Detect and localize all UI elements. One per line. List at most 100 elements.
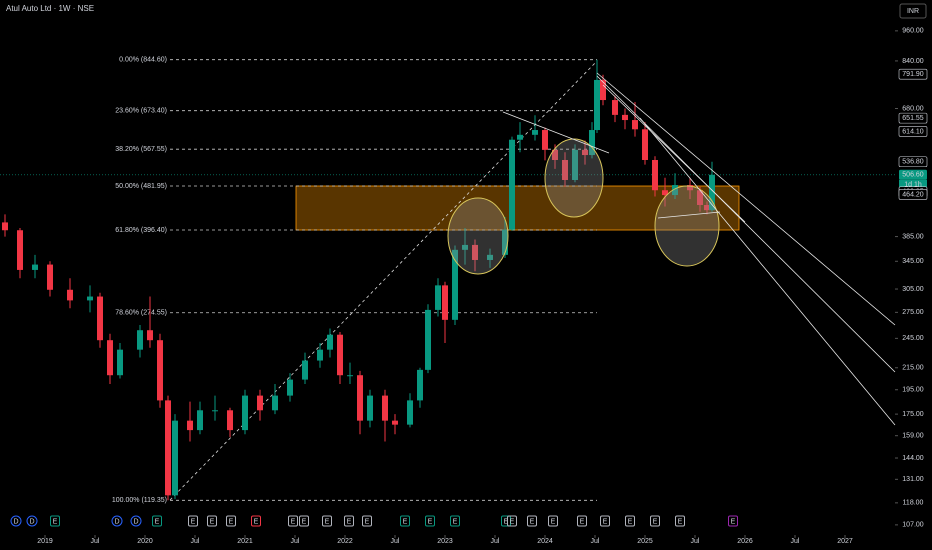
candle-body (1, 222, 8, 231)
y-tick-label: 215.00 (902, 365, 924, 372)
candle-body (157, 340, 163, 401)
x-tick-label: Jul (191, 538, 200, 545)
event-marker[interactable] (450, 515, 460, 527)
event-marker[interactable] (299, 515, 309, 527)
trend-line (596, 72, 896, 326)
event-marker[interactable] (728, 515, 738, 527)
y-tick-label: 275.00 (902, 309, 924, 316)
event-marker[interactable] (111, 515, 123, 527)
y-tick-label: 175.00 (902, 411, 924, 418)
price-label: 536.80 (902, 159, 924, 166)
event-label: E (291, 518, 296, 525)
trend-line (596, 75, 896, 373)
event-label: E (580, 518, 585, 525)
event-marker[interactable] (130, 515, 142, 527)
x-tick-label: Jul (491, 538, 500, 545)
event-marker[interactable] (251, 515, 261, 527)
event-marker[interactable] (207, 515, 217, 527)
candle-body (347, 375, 353, 377)
event-label: E (155, 518, 160, 525)
price-label-box (898, 189, 928, 200)
x-tick-label: Jul (91, 538, 100, 545)
candle-body (594, 79, 600, 131)
candle-body (367, 395, 373, 421)
event-marker[interactable] (188, 515, 198, 527)
fib-label: 61.80% (396.40) (115, 227, 167, 234)
drawings (447, 138, 720, 275)
candle-body (302, 360, 308, 380)
fib-label: 0.00% (844.60) (119, 57, 167, 64)
candle-body (442, 285, 448, 320)
candle-body (212, 410, 218, 412)
event-marker[interactable] (362, 515, 372, 527)
candle-body (652, 159, 658, 191)
event-marker[interactable] (625, 515, 635, 527)
candle-body (257, 395, 263, 411)
event-marker[interactable] (501, 515, 511, 527)
x-tick-label: 2021 (237, 538, 253, 545)
event-label: E (365, 518, 370, 525)
event-marker[interactable] (600, 515, 610, 527)
fib-layer: 0.00% (844.60) 23.60% (673.40) 38.20% (567… (112, 57, 597, 504)
event-marker[interactable] (344, 515, 354, 527)
event-marker[interactable] (675, 515, 685, 527)
event-marker[interactable] (226, 515, 236, 527)
event-marker[interactable] (577, 515, 587, 527)
x-tick-label: 2020 (137, 538, 153, 545)
event-marker[interactable] (650, 515, 660, 527)
price-label: 506.60 (902, 172, 924, 179)
candle-body (642, 129, 648, 160)
x-tick-label: Jul (291, 538, 300, 545)
price-label-box (898, 112, 928, 124)
candle-body (272, 395, 278, 411)
candle-body (462, 244, 468, 250)
candle-body (227, 410, 233, 431)
event-label: E (551, 518, 556, 525)
candle-body (117, 349, 123, 376)
candle-body (632, 120, 638, 130)
event-label: E (210, 518, 215, 525)
event-label: E (530, 518, 535, 525)
candle-body (67, 289, 73, 301)
candle-body (687, 185, 693, 191)
event-label: E (731, 518, 736, 525)
event-marker[interactable] (152, 515, 162, 527)
candle-body (552, 149, 558, 160)
highlight-ellipse (447, 197, 509, 275)
event-marker[interactable] (10, 515, 22, 527)
fib-label: 50.00% (481.95) (115, 183, 167, 190)
event-marker[interactable] (548, 515, 558, 527)
countdown: 1d 1h (904, 182, 922, 189)
price-label-box (898, 126, 928, 137)
candle-body (417, 369, 423, 401)
candle-body (487, 254, 493, 260)
candle-body (147, 330, 153, 341)
event-marker[interactable] (322, 515, 332, 527)
event-label: E (347, 518, 352, 525)
candle-body (327, 334, 333, 350)
x-tick-label: Jul (391, 538, 400, 545)
event-marker[interactable] (288, 515, 298, 527)
event-label: E (403, 518, 408, 525)
candle-body (532, 130, 538, 135)
y-tick-label: 960.00 (902, 28, 924, 35)
candle-body (704, 204, 710, 211)
trend-line (657, 211, 721, 219)
candle-body (87, 296, 93, 301)
candle-body (407, 400, 413, 425)
y-tick-label: 144.00 (902, 455, 924, 462)
event-marker[interactable] (527, 515, 537, 527)
candle-body (502, 229, 508, 255)
event-marker[interactable] (425, 515, 435, 527)
event-marker[interactable] (26, 515, 38, 527)
currency: INR (907, 8, 919, 15)
highlight-ellipse (544, 138, 604, 218)
event-label: E (53, 518, 58, 525)
candle-body (97, 296, 103, 341)
event-label: E (453, 518, 458, 525)
event-marker[interactable] (400, 515, 410, 527)
event-marker[interactable] (507, 515, 517, 527)
event-marker[interactable] (50, 515, 60, 527)
trend-line (639, 117, 896, 426)
fib-trend-line (169, 60, 598, 501)
